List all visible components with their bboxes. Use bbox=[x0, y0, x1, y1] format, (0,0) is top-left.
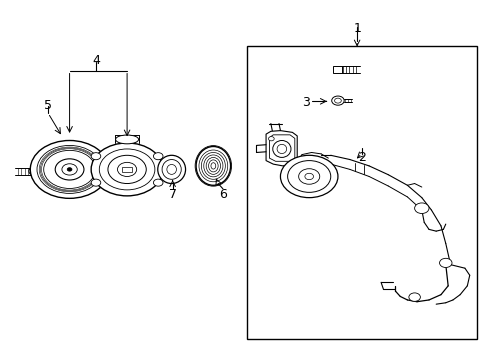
Ellipse shape bbox=[162, 159, 181, 179]
Circle shape bbox=[62, 164, 77, 175]
Circle shape bbox=[153, 179, 163, 186]
Circle shape bbox=[67, 168, 72, 171]
Ellipse shape bbox=[277, 144, 286, 154]
Circle shape bbox=[153, 153, 163, 160]
Circle shape bbox=[414, 203, 428, 213]
Circle shape bbox=[439, 258, 451, 267]
Circle shape bbox=[304, 173, 313, 180]
Text: 1: 1 bbox=[352, 22, 360, 35]
Circle shape bbox=[55, 159, 84, 180]
Ellipse shape bbox=[203, 155, 223, 177]
Ellipse shape bbox=[158, 155, 185, 184]
Circle shape bbox=[287, 161, 330, 192]
Ellipse shape bbox=[166, 165, 176, 174]
Bar bbox=[332, 66, 341, 73]
Bar bbox=[246, 46, 476, 339]
Bar bbox=[122, 167, 132, 172]
Circle shape bbox=[408, 293, 420, 301]
Text: 5: 5 bbox=[44, 99, 52, 112]
Ellipse shape bbox=[195, 145, 231, 186]
Text: 3: 3 bbox=[301, 96, 309, 109]
Text: 7: 7 bbox=[168, 188, 176, 201]
Ellipse shape bbox=[201, 153, 225, 179]
Circle shape bbox=[117, 162, 137, 176]
Text: 2: 2 bbox=[357, 150, 365, 163]
Circle shape bbox=[91, 153, 101, 160]
Circle shape bbox=[99, 149, 155, 190]
Circle shape bbox=[331, 96, 344, 105]
Polygon shape bbox=[265, 131, 297, 166]
Ellipse shape bbox=[206, 157, 220, 174]
Circle shape bbox=[37, 145, 102, 193]
Text: 4: 4 bbox=[92, 54, 100, 67]
Circle shape bbox=[43, 150, 95, 189]
Ellipse shape bbox=[272, 140, 290, 157]
Polygon shape bbox=[269, 135, 294, 161]
Circle shape bbox=[91, 179, 101, 186]
Circle shape bbox=[29, 167, 41, 175]
Ellipse shape bbox=[196, 147, 230, 185]
Circle shape bbox=[280, 155, 337, 198]
Circle shape bbox=[30, 140, 109, 198]
Ellipse shape bbox=[210, 163, 215, 169]
Ellipse shape bbox=[208, 160, 218, 172]
Ellipse shape bbox=[115, 135, 138, 144]
Circle shape bbox=[334, 98, 341, 103]
Circle shape bbox=[108, 155, 146, 184]
Circle shape bbox=[268, 136, 274, 141]
Circle shape bbox=[298, 169, 319, 184]
Text: 6: 6 bbox=[219, 188, 226, 201]
Ellipse shape bbox=[199, 150, 227, 182]
Circle shape bbox=[91, 143, 163, 196]
